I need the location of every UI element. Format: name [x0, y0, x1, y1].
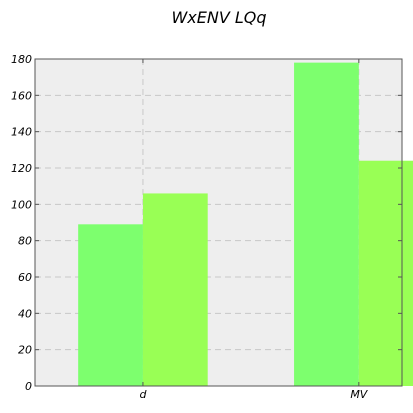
y-tick-label: 100 — [11, 198, 32, 211]
y-tick-label: 20 — [18, 344, 32, 357]
bar-mv-series-1 — [294, 62, 359, 387]
bars — [78, 62, 413, 387]
bar-d-series-1 — [78, 224, 143, 386]
y-tick-label: 120 — [11, 162, 32, 175]
bar-d-series-2 — [142, 193, 208, 386]
y-tick-label: 140 — [11, 126, 32, 139]
y-tick-label: 40 — [18, 307, 32, 320]
plot-frame — [34, 58, 403, 387]
bar-mv-series-2 — [358, 160, 413, 386]
x-tick-label: d — [139, 388, 147, 401]
x-tick-label: MV — [350, 388, 368, 401]
axis-ticks: 0 20 40 60 80 100 120 140 160 180 d MV — [11, 53, 402, 401]
chart-title: WxENV LQq — [171, 8, 266, 27]
y-tick-label: 80 — [18, 235, 32, 248]
y-tick-label: 0 — [25, 380, 32, 393]
y-tick-label: 60 — [18, 271, 32, 284]
y-tick-label: 160 — [11, 89, 32, 102]
y-tick-label: 180 — [11, 53, 32, 66]
